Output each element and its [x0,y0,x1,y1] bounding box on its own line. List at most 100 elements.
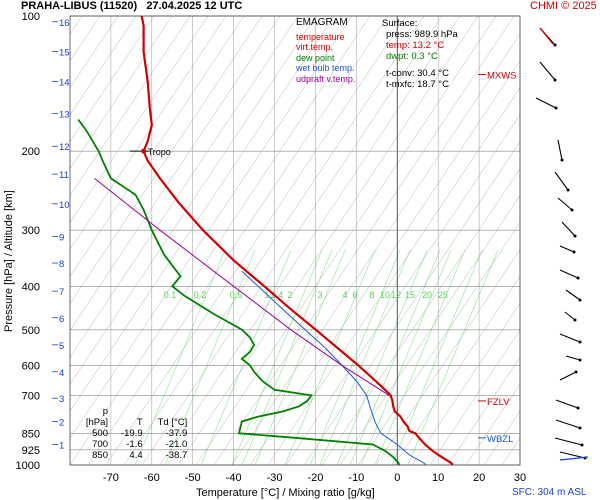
wind-barb [555,419,581,429]
dry-adiabat-line [213,16,515,465]
altitude-label: 6 [59,314,64,325]
max-wind-barb [539,27,554,45]
mixing-ratio-label: 8 [369,290,374,300]
dry-adiabat-line [70,16,155,143]
mixing-ratio-label: 0.1 [164,290,177,300]
wind-barb [555,399,579,409]
tropopause-point [141,148,147,154]
mixing-ratio-label: 25 [438,290,448,300]
dry-adiabat-line [429,329,520,465]
altitude-label: 8 [59,259,64,270]
mixing-ratio-label: 12 [391,290,401,300]
dry-adiabat-line [538,16,600,465]
wind-barb [561,221,576,237]
x-tick-label: 0 [394,472,400,484]
surface-temp: temp: 13.2 °C [386,40,445,51]
wind-barb [557,197,573,211]
mixing-ratio-label: 20 [422,290,432,300]
wind-barb [559,245,575,253]
altitude-label: 1 [59,440,64,451]
dry-adiabat-line [70,16,335,412]
wind-barb-dot [570,208,574,212]
dry-adiabat-line [321,168,520,465]
wind-barb-dot [554,106,558,110]
altitude-label: 4 [59,368,64,379]
x-tick-label: -30 [267,472,283,484]
x-axis-label: Temperature [°C] / Mixing ratio [g/kg] [196,487,375,499]
mixing-ratio-label: 1.4 [271,290,284,300]
mixing-ratio-line [241,249,333,465]
wind-barb [559,333,581,343]
y-tick-label: 100 [22,11,40,23]
mixing-ratio-label: 6 [352,290,357,300]
wind-barb-dot [574,370,578,374]
dry-adiabat-line [411,302,520,465]
wind-barb [554,171,569,191]
mixing-ratio-label: 3 [317,290,322,300]
table-row: 500 -19.9 -37.9 [92,428,188,439]
wind-barb-dot [560,158,564,162]
mixing-ratio-line [391,249,483,465]
table-header: p [hPa] T Td [°C] [85,406,188,428]
wind-barb-dot [553,43,557,47]
dry-adiabat-line [592,16,600,465]
mixing-ratio-line [254,249,346,465]
dry-adiabat-line [141,16,443,465]
sfc-label: SFC: 304 m ASL [512,487,587,498]
dry-adiabat-line [70,16,191,197]
mixing-ratio-label: 0.2 [194,290,207,300]
mixing-ratio-line [134,249,226,465]
surface-tmxfc: t-mxfc: 18.7 °C [386,79,449,90]
altitude-label: 11 [59,170,69,181]
altitude-label: 13 [59,110,70,121]
dry-adiabat-line [87,16,389,465]
wind-barb [554,437,583,446]
dry-adiabat-line [357,221,520,465]
dry-adiabat-line [159,16,461,465]
wind-barb [559,269,579,279]
wind-barb [565,289,581,301]
background-lines [70,16,600,465]
wind-barb [539,61,556,81]
level-label-wbzl: WBZL [487,434,513,445]
mixing-ratio-line [374,249,466,465]
dry-adiabat-line [70,16,137,116]
dry-adiabat-line [303,141,520,465]
dry-adiabat-line [267,87,520,465]
altitude-label: 15 [59,48,70,59]
y-tick-label: 925 [22,445,40,457]
altitude-label: 9 [59,233,64,244]
legend-item: temperature [296,31,345,42]
profiles [77,16,454,465]
dry-adiabat-line [339,195,520,465]
dry-adiabat-line [70,16,209,224]
dry-adiabat-line [105,16,407,465]
credit-label: CHMI © 2025 [530,0,597,12]
wind-barb-dot [573,318,577,322]
dry-adiabat-line [70,16,263,304]
station-title: PRAHA-LIBUS (11520) 27.04.2025 12 UTC [21,0,243,12]
mixing-ratio-line [349,249,441,465]
x-tick-label: -60 [144,472,160,484]
series-udpraft-v-temp--line [94,178,390,396]
wind-barb-dot [566,188,570,192]
dry-adiabat-line [70,16,317,385]
wind-barb [564,311,576,321]
mixing-ratio-line [407,249,499,465]
series-temperature-line [140,16,454,465]
mixing-ratio-label: 4 [342,290,347,300]
dry-adiabat-line [70,16,245,277]
y-tick-label: 400 [22,281,40,293]
wind-barb-dot [578,298,582,302]
series-wet-bulb-temp--line [241,270,427,465]
mixing-ratio-line [309,249,401,465]
dry-adiabat-line [375,248,520,465]
series-dew-point-line [77,118,401,465]
dry-adiabat-line [249,60,520,465]
dry-adiabat-line [123,16,425,465]
mixing-ratio-line [360,249,452,465]
dry-adiabat-line [556,16,600,465]
dry-adiabat-line [447,356,520,465]
altitude-label: 10 [59,200,70,211]
